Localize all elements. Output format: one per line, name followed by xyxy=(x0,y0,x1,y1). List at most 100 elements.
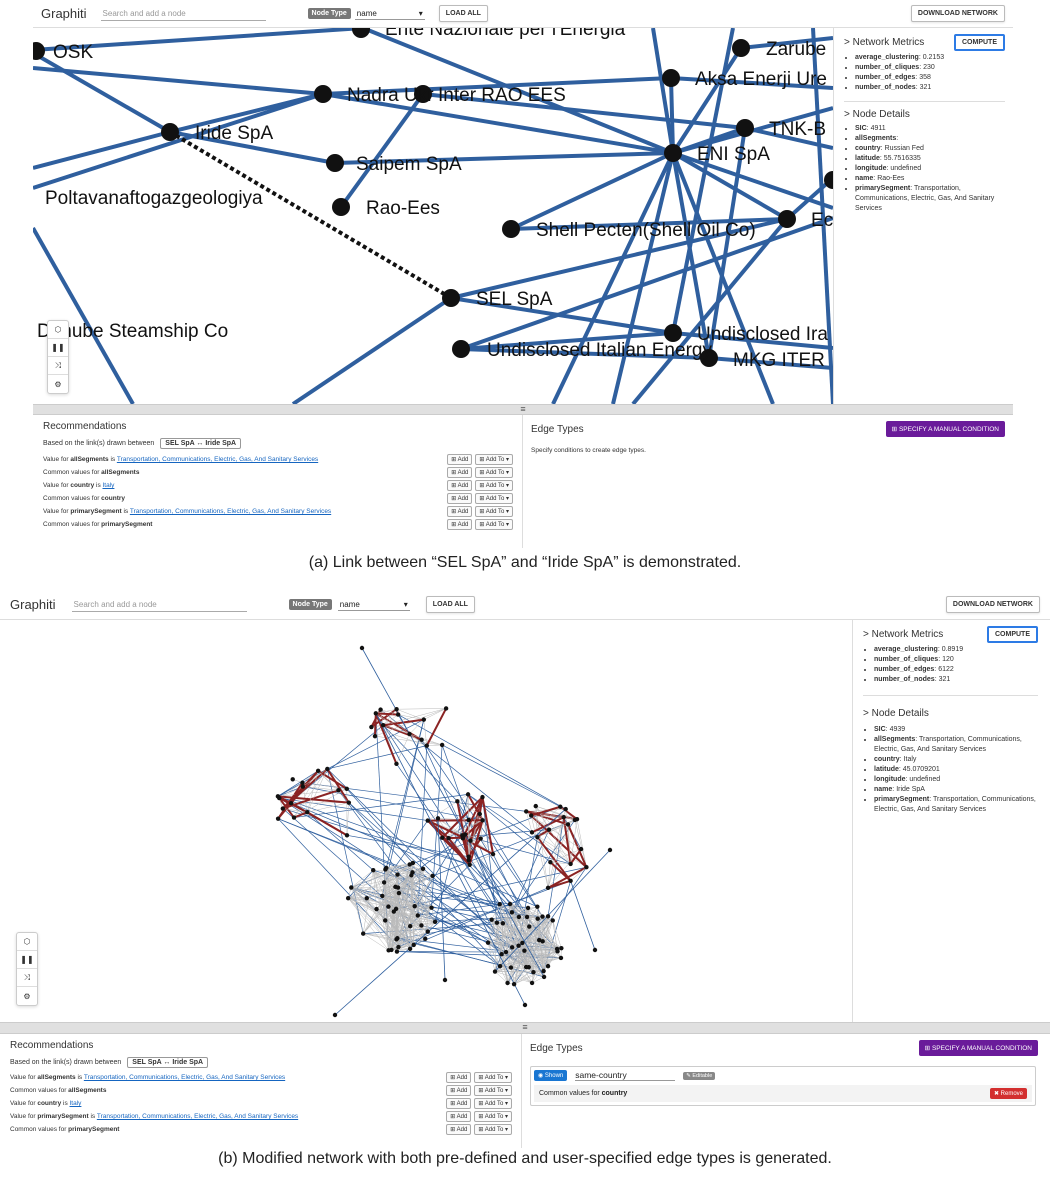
graph-node[interactable] xyxy=(291,815,297,820)
graph-node[interactable] xyxy=(386,948,391,953)
resize-handle[interactable]: ≡ xyxy=(33,404,1013,415)
node-label[interactable]: Ec xyxy=(811,210,833,231)
graph-node[interactable] xyxy=(516,943,521,948)
graph-node[interactable] xyxy=(490,851,496,857)
add-button[interactable]: ⊞ Add xyxy=(447,506,473,517)
graph-node[interactable] xyxy=(477,811,482,817)
shown-toggle[interactable]: ◉ Shown xyxy=(534,1070,568,1081)
graph-svg[interactable]: OSK Ente Nazionale per l'Energia Zarube … xyxy=(33,28,833,404)
add-to-button[interactable]: ⊞ Add To ▾ xyxy=(474,1111,512,1122)
node-label[interactable]: TNK-B xyxy=(769,119,826,140)
graph-node[interactable] xyxy=(378,707,383,712)
remove-button[interactable]: ✖ Remove xyxy=(989,1088,1027,1099)
graph-node[interactable] xyxy=(523,809,529,814)
graph-node[interactable] xyxy=(439,742,445,748)
graph-node[interactable] xyxy=(529,980,535,986)
graph-node[interactable] xyxy=(509,910,515,915)
graph-node[interactable] xyxy=(568,861,573,867)
graph-node[interactable] xyxy=(369,724,374,730)
node-label[interactable]: SEL SpA xyxy=(476,289,553,310)
graph-node[interactable] xyxy=(325,766,330,772)
node-type-select[interactable]: name ▾ xyxy=(337,599,410,611)
node-details-title[interactable]: > Node Details xyxy=(844,109,910,120)
graph-node[interactable] xyxy=(466,858,471,863)
graph-node[interactable] xyxy=(584,865,589,870)
graph-canvas[interactable]: ⬡ ❚❚ ⤨ ⚙ xyxy=(0,620,852,1022)
graph-node[interactable] xyxy=(432,919,438,925)
graph-node[interactable] xyxy=(371,868,376,873)
graph-node[interactable] xyxy=(546,827,552,832)
graph-node[interactable] xyxy=(349,885,354,890)
graph-node[interactable] xyxy=(395,712,401,717)
graph-node[interactable] xyxy=(425,818,430,823)
graph-node[interactable] xyxy=(537,937,542,943)
graph-node[interactable] xyxy=(394,761,399,767)
graph-node[interactable] xyxy=(511,982,517,987)
node-label[interactable]: Undisclosed Ira xyxy=(697,324,828,345)
graph-node[interactable] xyxy=(430,873,435,879)
graph-node[interactable] xyxy=(361,931,366,936)
compute-button[interactable]: COMPUTE xyxy=(987,626,1038,643)
graph-node[interactable] xyxy=(499,951,504,957)
graph-node[interactable] xyxy=(364,895,369,901)
graph-node[interactable] xyxy=(531,969,536,975)
graph-node[interactable] xyxy=(386,904,391,909)
graph-node[interactable] xyxy=(435,816,441,821)
graph-node[interactable] xyxy=(523,964,529,970)
graph-node[interactable] xyxy=(480,794,485,800)
graph-node[interactable] xyxy=(410,870,415,875)
graph-node[interactable] xyxy=(535,904,540,909)
add-button[interactable]: ⊞ Add xyxy=(447,467,473,478)
graph-node[interactable] xyxy=(300,780,305,785)
graph-node[interactable] xyxy=(480,818,485,823)
graph-node[interactable] xyxy=(280,806,285,811)
graph-node[interactable] xyxy=(275,816,281,821)
add-button[interactable]: ⊞ Add xyxy=(447,480,473,491)
graph-node[interactable] xyxy=(545,963,551,969)
add-to-button[interactable]: ⊞ Add To ▾ xyxy=(475,467,513,478)
node-label[interactable]: Inter RAO EES xyxy=(438,85,566,106)
graph-node[interactable] xyxy=(443,706,449,711)
graph-node[interactable] xyxy=(558,955,564,961)
graph-node[interactable] xyxy=(381,880,387,885)
network-metrics-title[interactable]: > Network Metrics xyxy=(863,629,944,640)
graph-node[interactable] xyxy=(394,949,400,954)
graph-node[interactable] xyxy=(541,974,547,980)
node-label[interactable]: ENI SpA xyxy=(697,144,770,165)
graph-node[interactable] xyxy=(465,792,471,797)
graph-node[interactable] xyxy=(533,803,538,809)
graph-node[interactable] xyxy=(275,794,281,799)
graph-node[interactable] xyxy=(380,722,386,728)
graph-node[interactable] xyxy=(412,903,417,909)
graph-node[interactable] xyxy=(568,878,573,884)
graph-node[interactable] xyxy=(346,800,352,805)
graph-node[interactable] xyxy=(507,901,513,907)
graph-node[interactable] xyxy=(396,890,402,896)
graph-node[interactable] xyxy=(529,830,535,835)
graph-node[interactable] xyxy=(300,784,306,789)
graph-node[interactable] xyxy=(380,893,385,899)
graph-node[interactable] xyxy=(466,817,471,823)
graph-node[interactable] xyxy=(489,917,494,922)
graph-node[interactable] xyxy=(520,940,525,946)
graph-node[interactable] xyxy=(442,977,448,983)
graph-node[interactable] xyxy=(545,885,551,891)
graph-node[interactable] xyxy=(372,733,378,739)
node-label[interactable]: Rao-Ees xyxy=(366,198,440,219)
graph-svg[interactable] xyxy=(0,620,852,1022)
add-to-button[interactable]: ⊞ Add To ▾ xyxy=(475,493,513,504)
graph-node[interactable] xyxy=(425,929,430,934)
graph-node[interactable] xyxy=(467,862,472,867)
value-link[interactable]: Transportation, Communications, Electric… xyxy=(129,508,332,515)
graph-node[interactable] xyxy=(525,905,531,911)
node-label[interactable]: Aksa Enerji Ure xyxy=(695,69,827,90)
graph-node[interactable] xyxy=(440,835,445,840)
graph-node[interactable] xyxy=(419,737,424,742)
graph-node[interactable] xyxy=(561,815,566,820)
graph-node[interactable] xyxy=(359,645,365,651)
specify-manual-condition-button[interactable]: ⊞ SPECIFY A MANUAL CONDITION xyxy=(885,421,1005,437)
download-network-button[interactable]: DOWNLOAD NETWORK xyxy=(910,5,1005,22)
node-label[interactable]: MKG ITER xyxy=(733,350,825,371)
add-to-button[interactable]: ⊞ Add To ▾ xyxy=(474,1072,512,1083)
graph-node[interactable] xyxy=(548,859,553,865)
